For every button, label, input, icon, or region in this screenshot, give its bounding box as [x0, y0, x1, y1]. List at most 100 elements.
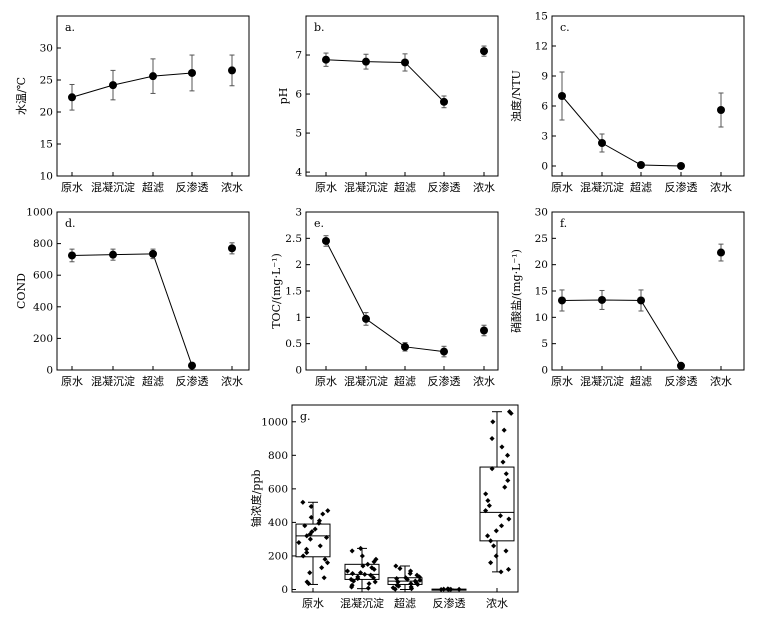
x-tick-label: 原水 — [302, 597, 324, 610]
panel-label: f. — [560, 217, 567, 230]
y-tick-label: 6 — [295, 89, 302, 101]
series-line — [561, 95, 682, 167]
box-data-point — [505, 477, 511, 484]
y-tick-label: 30 — [535, 207, 548, 219]
y-tick-label: 3 — [295, 207, 302, 219]
y-tick-label: 600 — [33, 270, 53, 282]
box-data-point — [508, 410, 514, 416]
y-axis-label: 铀浓度/ppb — [249, 470, 263, 528]
y-tick-label: 600 — [268, 483, 288, 495]
x-tick-label: 混凝沉淀 — [340, 596, 384, 610]
data-point — [322, 236, 330, 245]
box-data-point — [505, 566, 512, 572]
y-tick-label: 0 — [541, 161, 548, 173]
y-axis-label: COND — [15, 273, 28, 309]
chart-panel-6: 0 5 10 15 20 25 30 原水 混凝沉淀 超滤 反渗透 浓水 硝酸盐/(mg·L⁻¹) f. — [509, 207, 745, 388]
y-tick-label: 200 — [268, 550, 288, 562]
series-line — [561, 299, 682, 367]
box-data-point — [456, 586, 462, 592]
data-point — [362, 314, 370, 323]
box-data-point — [498, 569, 504, 575]
data-point — [480, 326, 488, 335]
y-tick-label: 1000 — [261, 416, 288, 428]
data-point — [401, 58, 409, 67]
x-tick-label: 浓水 — [221, 375, 243, 388]
x-tick-label: 浓水 — [221, 181, 243, 194]
x-tick-label: 原水 — [315, 375, 337, 388]
box-body — [479, 466, 515, 542]
box-data-point — [320, 511, 326, 517]
data-point — [188, 68, 196, 77]
chart-panel-4: 0 200 400 600 800 1000 原水 混凝沉淀 超滤 反渗透 浓水 COND d. — [15, 207, 250, 388]
x-tick-label: 浓水 — [486, 597, 508, 610]
y-tick-label: 6 — [541, 101, 548, 113]
data-point — [109, 250, 117, 259]
box-data-point — [491, 543, 497, 549]
data-point — [68, 251, 76, 260]
y-axis-label: 浊度/NTU — [509, 70, 523, 122]
y-tick-label: 5 — [541, 338, 548, 350]
series-line — [325, 59, 445, 103]
box-data-point — [416, 574, 422, 580]
y-tick-label: 2 — [295, 259, 302, 271]
y-tick-label: 12 — [535, 41, 548, 53]
x-tick-label: 混凝沉淀 — [91, 180, 135, 194]
x-tick-label: 混凝沉淀 — [344, 180, 388, 194]
box-data-point — [500, 459, 506, 465]
chart-panel-5: 0 0.5 1 1.5 2 2.5 3 原水 混凝沉淀 超滤 反渗透 浓水 TOC/(mg·L⁻¹) e. — [270, 207, 499, 388]
y-tick-label: 15 — [40, 139, 53, 151]
chart-panel-7: 0 200 400 600 800 1000 原水 混凝沉淀 超滤 反渗透 浓水 铀浓度/ppb g. — [249, 404, 519, 610]
box-data-point — [485, 498, 491, 504]
data-point — [440, 347, 448, 356]
box-data-point — [350, 571, 356, 577]
x-tick-label: 混凝沉淀 — [580, 374, 624, 388]
series-line — [325, 240, 445, 353]
panel-label: d. — [65, 217, 76, 230]
y-tick-label: 0 — [46, 365, 53, 377]
box-data-point — [493, 553, 499, 559]
box-data-point — [503, 471, 509, 477]
box-data-point — [321, 575, 327, 581]
x-tick-label: 原水 — [315, 181, 337, 194]
y-tick-label: 800 — [33, 238, 53, 250]
panel-label: a. — [65, 21, 75, 34]
box-data-point — [304, 533, 310, 539]
y-tick-label: 10 — [40, 171, 53, 183]
data-point — [637, 296, 645, 305]
box-data-point — [502, 484, 508, 490]
box-data-point — [371, 559, 377, 565]
box-data-point — [300, 499, 306, 505]
box-data-point — [489, 435, 495, 442]
box-data-point — [349, 584, 355, 590]
y-tick-label: 30 — [40, 43, 53, 55]
y-tick-label: 200 — [33, 333, 53, 345]
x-tick-label: 超滤 — [630, 374, 652, 388]
plot-frame — [56, 15, 250, 177]
panel-label: g. — [300, 410, 311, 423]
x-tick-label: 原水 — [61, 181, 83, 194]
x-tick-label: 超滤 — [394, 180, 416, 194]
y-axis-label: 水温/℃ — [15, 77, 28, 115]
chart-panel-1: 10 15 20 25 30 原水 混凝沉淀 超滤 反渗透 浓水 水温/℃ a. — [15, 15, 250, 194]
x-tick-label: 浓水 — [473, 375, 495, 388]
data-point — [228, 66, 236, 75]
data-point — [677, 361, 685, 370]
box-body — [295, 523, 331, 558]
data-point — [228, 244, 236, 253]
data-point — [188, 361, 196, 370]
box-data-point — [415, 581, 421, 587]
box-data-point — [365, 561, 371, 567]
plot-frame — [305, 15, 499, 177]
box-data-point — [319, 565, 325, 571]
box-data-point — [372, 579, 378, 585]
x-tick-label: 反渗透 — [428, 374, 461, 388]
y-tick-label: 1 — [295, 312, 302, 324]
data-point — [68, 93, 76, 102]
data-point — [362, 57, 370, 66]
data-point — [109, 81, 117, 90]
series-line — [71, 72, 193, 98]
box-data-point — [407, 571, 413, 577]
x-tick-label: 浓水 — [710, 181, 732, 194]
y-tick-label: 800 — [268, 450, 288, 462]
panel-label: b. — [314, 21, 325, 34]
